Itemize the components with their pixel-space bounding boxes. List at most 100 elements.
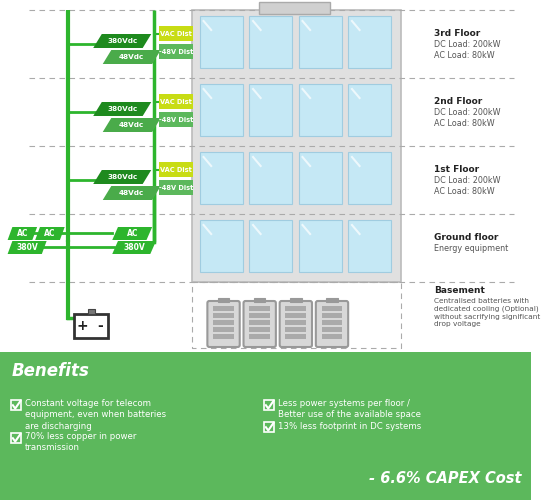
Bar — [285, 306, 306, 311]
Bar — [254, 298, 266, 302]
FancyBboxPatch shape — [192, 10, 401, 282]
Text: -48V Dist: -48V Dist — [159, 116, 193, 122]
Text: DC Load: 200kW
AC Load: 80kW: DC Load: 200kW AC Load: 80kW — [434, 40, 501, 60]
Text: VAC Dist: VAC Dist — [160, 98, 192, 104]
Text: -48V Dist: -48V Dist — [159, 48, 193, 54]
Text: 48Vdc: 48Vdc — [119, 122, 145, 128]
Polygon shape — [103, 118, 161, 132]
Text: 380V: 380V — [123, 243, 145, 252]
Text: 2nd Floor: 2nd Floor — [434, 97, 482, 106]
Polygon shape — [8, 227, 37, 240]
Polygon shape — [112, 227, 152, 240]
Text: 13% less footprint in DC systems: 13% less footprint in DC systems — [278, 422, 421, 431]
Bar — [290, 298, 301, 302]
Bar — [249, 327, 270, 332]
Bar — [213, 334, 234, 339]
FancyBboxPatch shape — [243, 301, 276, 347]
Text: VAC Dist: VAC Dist — [160, 166, 192, 172]
FancyBboxPatch shape — [200, 220, 243, 272]
Text: VAC Dist: VAC Dist — [160, 30, 192, 36]
FancyBboxPatch shape — [249, 220, 292, 272]
Text: DC Load: 200kW
AC Load: 80kW: DC Load: 200kW AC Load: 80kW — [434, 176, 501, 197]
Bar — [218, 298, 229, 302]
Text: 48Vdc: 48Vdc — [119, 190, 145, 196]
Polygon shape — [103, 186, 161, 200]
Text: Constant voltage for telecom
equipment, even when batteries
are discharging: Constant voltage for telecom equipment, … — [25, 399, 166, 431]
FancyBboxPatch shape — [200, 152, 243, 204]
Polygon shape — [112, 241, 156, 254]
Text: DC Load: 200kW
AC Load: 80kW: DC Load: 200kW AC Load: 80kW — [434, 108, 501, 128]
Bar — [213, 327, 234, 332]
Bar — [264, 400, 275, 410]
FancyBboxPatch shape — [249, 152, 292, 204]
Bar — [321, 306, 343, 311]
FancyBboxPatch shape — [259, 2, 330, 14]
Text: Less power systems per floor /
Better use of the available space: Less power systems per floor / Better us… — [278, 399, 421, 419]
Polygon shape — [93, 170, 151, 184]
FancyBboxPatch shape — [159, 162, 193, 177]
Text: 3rd Floor: 3rd Floor — [434, 29, 480, 38]
Bar — [285, 313, 306, 318]
FancyBboxPatch shape — [159, 112, 193, 127]
Polygon shape — [35, 227, 65, 240]
Text: AC: AC — [44, 229, 56, 238]
FancyBboxPatch shape — [348, 84, 391, 136]
Text: Centralised batteries with
dedicated cooling (Optional)
without sacrifying signi: Centralised batteries with dedicated coo… — [434, 298, 540, 327]
FancyBboxPatch shape — [316, 301, 348, 347]
Text: Ground floor: Ground floor — [434, 233, 498, 242]
FancyBboxPatch shape — [348, 220, 391, 272]
FancyBboxPatch shape — [299, 220, 341, 272]
Polygon shape — [103, 50, 161, 64]
Bar — [285, 320, 306, 325]
FancyBboxPatch shape — [159, 94, 193, 109]
Bar — [11, 432, 21, 443]
Text: AC: AC — [127, 229, 138, 238]
Text: 380V: 380V — [16, 243, 38, 252]
Text: -48V Dist: -48V Dist — [159, 184, 193, 190]
Polygon shape — [8, 241, 47, 254]
FancyBboxPatch shape — [159, 180, 193, 195]
FancyBboxPatch shape — [159, 26, 193, 41]
Bar — [285, 334, 306, 339]
Bar — [213, 313, 234, 318]
Text: AC: AC — [17, 229, 28, 238]
Text: 380Vdc: 380Vdc — [107, 38, 137, 44]
Text: +: + — [77, 319, 89, 333]
FancyBboxPatch shape — [200, 84, 243, 136]
Bar — [249, 306, 270, 311]
Text: 380Vdc: 380Vdc — [107, 174, 137, 180]
Bar — [11, 400, 21, 410]
Text: 1st Floor: 1st Floor — [434, 165, 479, 174]
Bar — [326, 298, 338, 302]
FancyBboxPatch shape — [249, 84, 292, 136]
Bar — [0, 0, 531, 352]
FancyBboxPatch shape — [159, 44, 193, 59]
Text: Benefits: Benefits — [11, 362, 89, 380]
Bar — [264, 422, 275, 432]
Polygon shape — [93, 34, 151, 48]
Text: Basement: Basement — [434, 286, 485, 295]
FancyBboxPatch shape — [299, 84, 341, 136]
Bar — [321, 327, 343, 332]
FancyBboxPatch shape — [299, 152, 341, 204]
Bar — [88, 309, 95, 314]
FancyBboxPatch shape — [299, 16, 341, 68]
Bar — [249, 320, 270, 325]
FancyBboxPatch shape — [280, 301, 312, 347]
Bar — [321, 313, 343, 318]
FancyBboxPatch shape — [348, 16, 391, 68]
FancyBboxPatch shape — [200, 16, 243, 68]
FancyBboxPatch shape — [348, 152, 391, 204]
Bar — [213, 306, 234, 311]
Bar — [321, 334, 343, 339]
Bar — [74, 314, 108, 338]
Bar — [249, 334, 270, 339]
Text: 380Vdc: 380Vdc — [107, 106, 137, 112]
Text: - 6.6% CAPEX Cost: - 6.6% CAPEX Cost — [369, 471, 521, 486]
Polygon shape — [93, 102, 151, 116]
Bar — [213, 320, 234, 325]
Text: 48Vdc: 48Vdc — [119, 54, 145, 60]
Text: -: - — [97, 319, 103, 333]
Bar — [249, 313, 270, 318]
Bar — [0, 352, 531, 500]
